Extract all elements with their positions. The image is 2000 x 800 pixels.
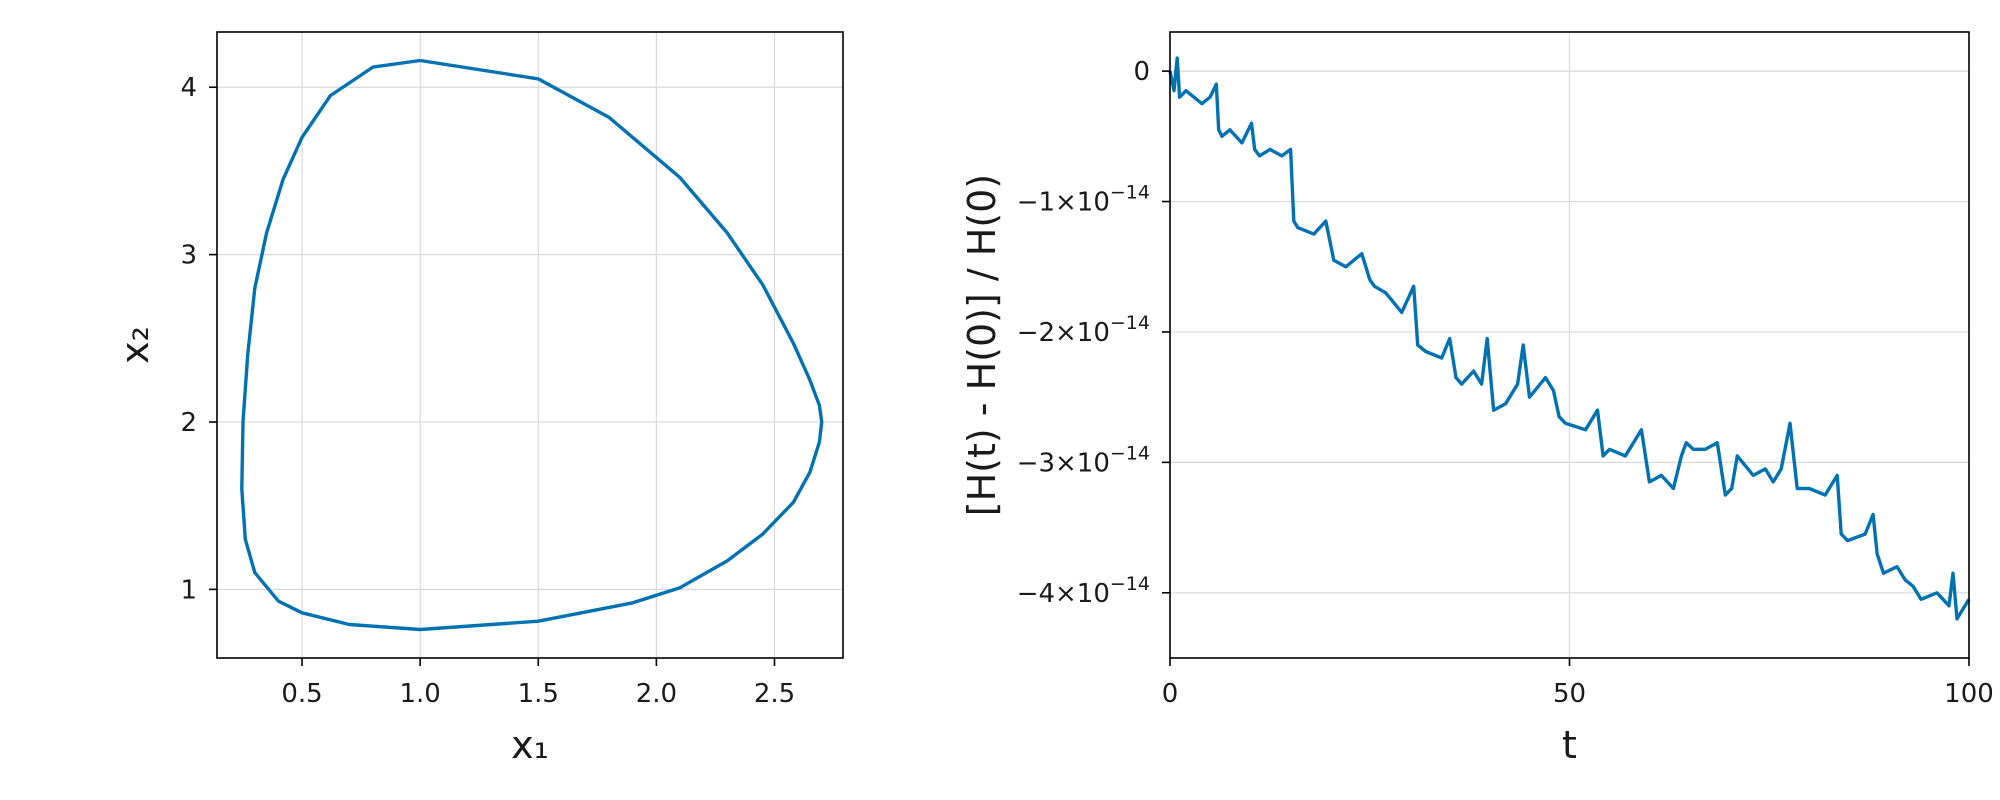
x-tick-label: 50 [1553, 679, 1586, 709]
x-tick-label: 0.5 [281, 679, 322, 709]
x-tick-label: 0 [1162, 679, 1179, 709]
x-axis-label: x₁ [511, 723, 549, 767]
y-axis-label: x₂ [113, 326, 157, 364]
series-line [1168, 56, 1971, 621]
y-tick-label: 4 [180, 73, 197, 103]
series-line [240, 58, 824, 632]
x-axis-label: t [1562, 723, 1577, 767]
y-tick-label: 2 [180, 408, 197, 438]
x-tick-label: 1.0 [399, 679, 440, 709]
y-tick-label: 1 [180, 575, 197, 605]
y-tick-label: −1×10−14 [1017, 182, 1150, 218]
x-tick-label: 100 [1944, 679, 1994, 709]
x-tick-label: 1.5 [518, 679, 559, 709]
y-tick-label: 3 [180, 241, 197, 271]
x-tick-label: 2.0 [636, 679, 677, 709]
chart-energy-error: 0 50 100 0 −1×10−14 −2×10−14 −3×10−14 −4×10−14 t… [960, 31, 1994, 767]
x-tick-label: 2.5 [754, 679, 795, 709]
y-tick-label: 0 [1133, 57, 1150, 87]
y-tick-label: −2×10−14 [1017, 312, 1150, 348]
chart-phase-portrait: 0.5 1.0 1.5 2.0 2.5 1 2 3 4 x₁ x₂ [113, 31, 844, 767]
y-tick-label: −3×10−14 [1017, 442, 1150, 478]
plot-frame [216, 31, 844, 659]
y-axis-label: [H(t) - H(0)] / H(0) [960, 174, 1004, 516]
y-tick-label: −4×10−14 [1017, 573, 1150, 609]
